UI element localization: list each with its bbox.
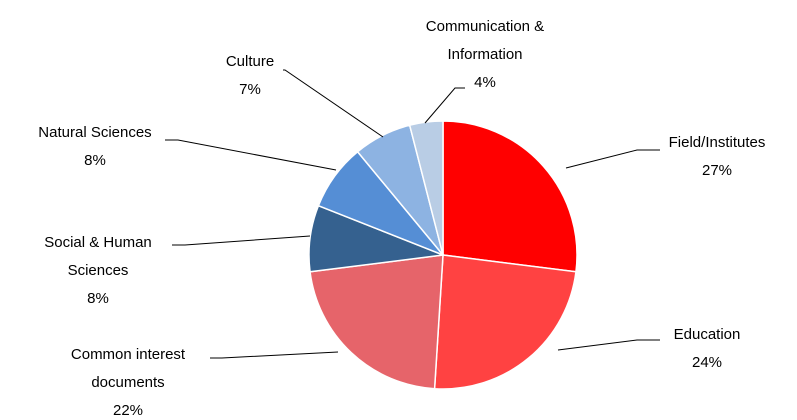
category-label: Field/Institutes [668,134,766,151]
slice-label: Field/Institutes 27% [617,129,797,185]
slice-label: Culture 7% [150,48,350,104]
leader-line [557,339,660,351]
leader-line [565,149,660,169]
leader-line [210,351,339,359]
slice-label: Education 24% [607,321,797,377]
value-label: 22% [112,402,144,419]
pie-slice [309,254,444,390]
category-label: Education [673,326,741,343]
pie-slice [442,120,578,273]
category-label: Common interest documents [70,346,186,391]
slice-label: Natural Sciences 8% [0,119,195,175]
category-label: Communication & Information [425,18,545,63]
leader-line [172,235,311,246]
value-label: 4% [474,74,496,91]
value-label: 8% [84,152,106,169]
slice-label: Social & Human Sciences 8% [31,229,166,313]
slice-label: Communication & Information 4% [405,13,565,97]
value-label: 27% [701,162,733,179]
category-label: Natural Sciences [38,124,152,141]
pie-slice [433,254,577,390]
value-label: 8% [87,290,109,307]
value-label: 24% [691,354,723,371]
category-label: Culture [225,53,275,70]
leader-line [424,87,465,124]
slice-label: Common interest documents 22% [53,341,203,420]
leader-line [165,139,337,171]
value-label: 7% [239,81,261,98]
category-label: Social & Human Sciences [44,234,152,279]
leader-line [283,69,384,138]
